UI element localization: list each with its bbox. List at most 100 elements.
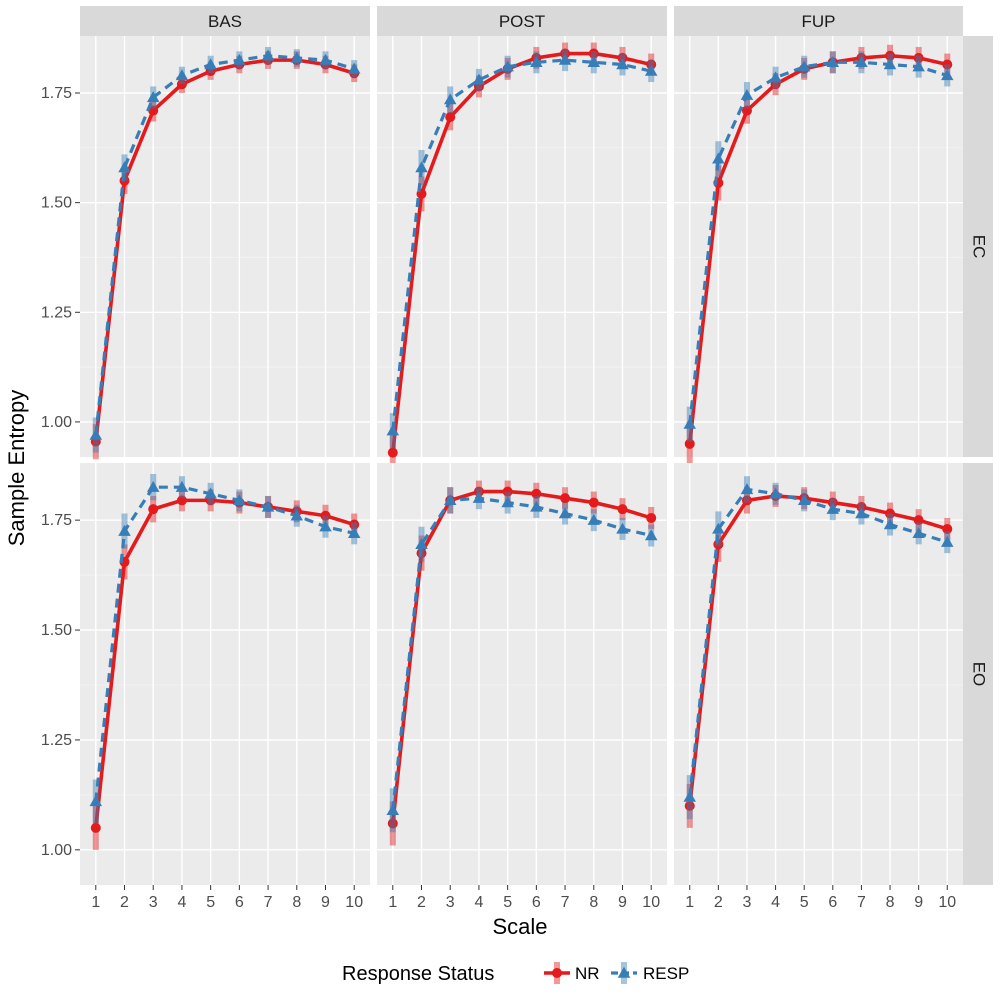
panel-fup-ec [674,36,963,466]
nr-point [913,515,924,526]
x-tick-label: 3 [149,894,158,911]
resp-point [558,53,572,65]
resp-point [319,520,332,532]
resp-point [644,529,658,541]
series-resp [683,51,954,442]
strip-row-bg [963,36,993,457]
panel-bas-eo [80,463,370,885]
y-tick-label: 1.75 [41,512,72,529]
x-tick-label: 6 [828,894,837,911]
resp-point [683,417,696,429]
nr-point [387,818,398,829]
x-tick-label: 10 [938,894,956,911]
strip-row-ec: EC [963,36,993,457]
panel-background [377,36,667,457]
axes-layer: 1.00 1.25 1.50 1.75 1.00 1.25 1.50 1.75 1 2 3 4 5 6 7 8… [41,85,956,911]
nr-point [560,493,571,504]
nr-point [741,105,752,116]
x-axis-bas: 1 2 3 4 5 6 7 8 9 10 [91,885,363,911]
resp-point [616,58,629,70]
resp-point [146,480,160,492]
resp-point [415,161,428,173]
nr-point [588,497,599,508]
nr-point [148,504,159,515]
y-tick-label: 1.25 [41,304,72,321]
panels-layer [80,36,963,885]
resp-point [443,494,457,506]
x-tick-label: 4 [177,894,186,911]
nr-point [856,501,867,512]
series-resp [683,476,954,820]
nr-point [741,495,752,506]
nr-line [687,494,948,807]
nr-point [560,48,571,59]
legend-key-nr [544,962,570,984]
y-axis-ec: 1.00 1.25 1.50 1.75 [41,85,80,431]
x-tick-label: 5 [503,894,512,911]
nr-point [588,48,599,59]
resp-line [391,496,652,811]
y-axis-eo: 1.00 1.25 1.50 1.75 [41,512,80,859]
legend-label-nr: NR [575,964,600,983]
x-tick-label: 9 [618,894,627,911]
series-resp [89,46,361,453]
resp-point [644,64,658,76]
resp-point [617,966,631,978]
nr-point [552,968,562,978]
resp-point [712,522,725,534]
resp-point [175,69,189,81]
resp-line [94,485,355,802]
strip-col-bg [377,6,667,36]
nr-point [176,495,187,506]
strip-row-bg [963,463,993,885]
x-axis-title: Scale [492,914,547,939]
nr-point [646,512,657,523]
resp-point [855,507,868,519]
resp-point [712,152,725,164]
x-axis-post: 1 2 3 4 5 6 7 8 9 10 [388,885,660,911]
resp-point [530,56,543,67]
resp-point [587,56,601,67]
panel-fup-eo [674,463,963,885]
resp-point [912,527,925,539]
x-tick-label: 2 [714,894,723,911]
resp-point [146,91,160,103]
panel-background [80,36,370,457]
x-tick-label: 3 [446,894,455,911]
nr-point [827,497,838,508]
x-tick-label: 7 [857,894,866,911]
legend-label-resp: RESP [643,964,689,983]
strip-col-bg [674,6,963,36]
resp-line [688,487,948,798]
strip-row-eo: EO [963,463,993,885]
nr-point [176,79,187,90]
resp-line [688,60,948,425]
y-tick-label: 1.00 [41,414,72,431]
resp-point [883,518,897,530]
x-tick-label: 5 [206,894,215,911]
resp-point [386,424,400,436]
x-tick-label: 6 [532,894,541,911]
y-axis-title: Sample Entropy [4,390,29,547]
strip-col-label: BAS [208,12,242,31]
resp-point [740,483,754,495]
resp-point [616,522,629,534]
resp-point [472,491,486,503]
series-resp [89,473,361,824]
nr-line [94,58,355,442]
nr-point [387,447,398,458]
x-tick-label: 6 [235,894,244,911]
resp-point [204,487,217,499]
x-tick-label: 4 [474,894,483,911]
x-tick-label: 1 [685,894,694,911]
nr-point [646,59,657,70]
x-tick-label: 8 [292,894,301,911]
resp-point [261,500,275,512]
resp-point [558,507,572,519]
y-tick-label: 1.00 [41,842,72,859]
strip-row-label: EO [970,662,989,687]
nr-point [885,50,896,61]
x-tick-label: 3 [743,894,752,911]
x-tick-label: 4 [771,894,780,911]
resp-point [683,790,696,802]
